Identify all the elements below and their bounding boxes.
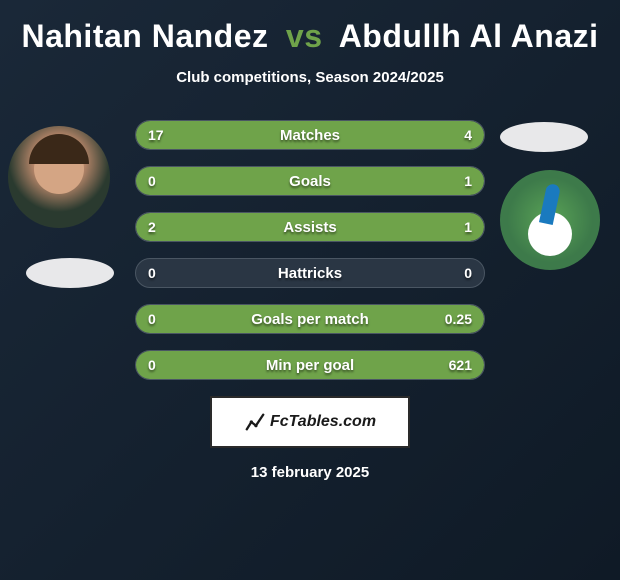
player2-club-logo-icon [500, 170, 600, 270]
stat-row-goals: 0 Goals 1 [135, 166, 485, 196]
date-label: 13 february 2025 [0, 464, 620, 481]
brand-logo: FcTables.com [244, 411, 376, 433]
stat-row-min-per-goal: 0 Min per goal 621 [135, 350, 485, 380]
player1-name: Nahitan Nandez [21, 18, 268, 54]
brand-text: FcTables.com [270, 413, 376, 431]
stat-right-value: 4 [464, 127, 472, 143]
stat-right-value: 621 [449, 357, 472, 373]
stat-right-value: 0.25 [445, 311, 472, 327]
player2-name: Abdullh Al Anazi [339, 18, 599, 54]
stat-label: Goals [136, 173, 484, 190]
stat-label: Hattricks [136, 265, 484, 282]
stat-label: Min per goal [136, 357, 484, 374]
stat-right-value: 1 [464, 173, 472, 189]
stat-label: Matches [136, 127, 484, 144]
stat-right-value: 0 [464, 265, 472, 281]
player1-avatar [8, 126, 110, 228]
stats-list: 17 Matches 4 0 Goals 1 2 Assists 1 0 Hat… [135, 120, 485, 380]
stat-right-value: 1 [464, 219, 472, 235]
stat-label: Assists [136, 219, 484, 236]
stat-row-hattricks: 0 Hattricks 0 [135, 258, 485, 288]
stat-row-matches: 17 Matches 4 [135, 120, 485, 150]
stat-row-goals-per-match: 0 Goals per match 0.25 [135, 304, 485, 334]
chart-icon [244, 411, 266, 433]
page-title: Nahitan Nandez vs Abdullh Al Anazi [0, 18, 620, 55]
comparison-card: Nahitan Nandez vs Abdullh Al Anazi Club … [0, 0, 620, 580]
subtitle: Club competitions, Season 2024/2025 [0, 69, 620, 86]
player2-flag-icon [500, 122, 588, 152]
brand-box[interactable]: FcTables.com [210, 396, 410, 448]
vs-label: vs [286, 18, 323, 54]
stat-label: Goals per match [136, 311, 484, 328]
player1-flag-icon [26, 258, 114, 288]
stat-row-assists: 2 Assists 1 [135, 212, 485, 242]
